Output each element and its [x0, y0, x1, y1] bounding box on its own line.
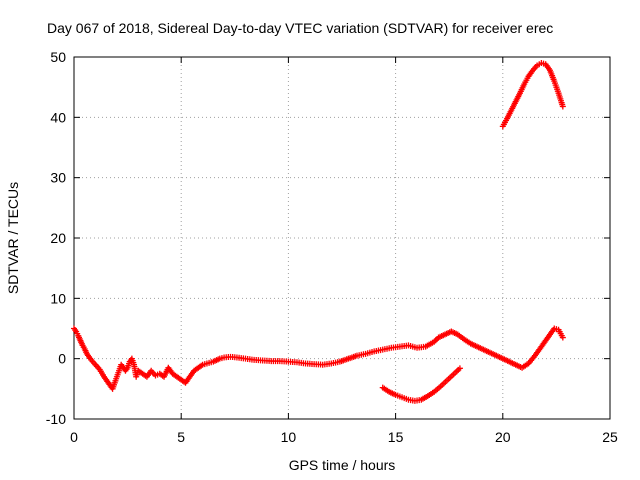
data-point	[456, 365, 463, 372]
y-tick-label: -10	[46, 411, 66, 427]
x-tick-label: 15	[388, 429, 404, 445]
x-axis-label: GPS time / hours	[289, 457, 396, 473]
x-tick-label: 0	[70, 429, 78, 445]
grid-lines	[74, 57, 610, 419]
data-point	[559, 334, 566, 341]
x-tick-label: 10	[281, 429, 297, 445]
data-points	[71, 60, 566, 404]
y-tick-label: 10	[50, 290, 66, 306]
y-tick-label: 20	[50, 230, 66, 246]
y-tick-label: 30	[50, 170, 66, 186]
y-tick-label: 0	[58, 351, 66, 367]
axis-ticks	[73, 56, 611, 420]
data-point	[559, 103, 566, 110]
x-tick-label: 5	[177, 429, 185, 445]
chart-title: Day 067 of 2018, Sidereal Day-to-day VTE…	[47, 20, 553, 36]
y-tick-label: 40	[50, 109, 66, 125]
x-tick-label: 25	[602, 429, 618, 445]
y-axis-label: SDTVAR / TECUs	[5, 182, 21, 294]
y-tick-label: 50	[50, 49, 66, 65]
x-tick-label: 20	[495, 429, 511, 445]
